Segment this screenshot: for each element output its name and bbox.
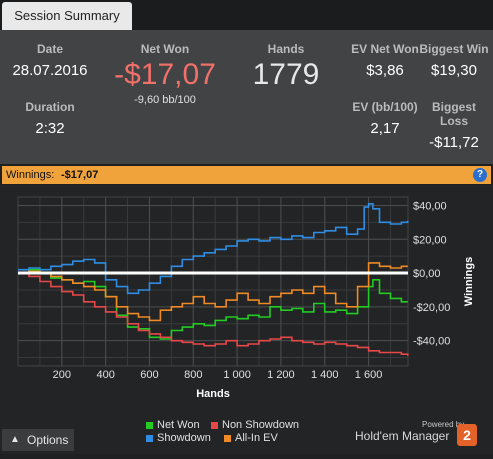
biggest-loss-stat: Biggest Loss -$11,72 (418, 100, 490, 151)
x-tick-label: 1 400 (311, 369, 339, 381)
ev-net-won-stat: EV Net Won $3,86 (350, 42, 420, 79)
y-axis-title: Winnings (463, 257, 475, 306)
winnings-label: Winnings: (6, 169, 55, 181)
legend-swatch-net-won (146, 421, 153, 429)
legend-label-non-showdown: Non Showdown (222, 419, 300, 431)
biggest-loss-label: Biggest Loss (431, 100, 476, 128)
tab-bar: Session Summary (0, 0, 493, 30)
date-label: Date (36, 42, 63, 56)
legend-item-non-showdown: Non Showdown (211, 419, 299, 431)
x-tick-label: 200 (53, 369, 71, 381)
biggest-loss-value: -$11,72 (429, 134, 479, 151)
winnings-value: -$17,07 (61, 169, 99, 181)
legend-label-net-won: Net Won (157, 419, 200, 431)
hands-value: 1779 (252, 58, 320, 91)
help-icon[interactable]: ? (473, 168, 487, 182)
series-line-all-in-ev (18, 262, 408, 322)
legend-swatch-showdown (146, 434, 153, 442)
tab-session-summary[interactable]: Session Summary (2, 2, 132, 30)
x-tick-label: 600 (140, 369, 158, 381)
y-tick-label: -$20,00 (413, 302, 450, 314)
series-line-net-won (18, 268, 408, 340)
ev-net-won-value: $3,86 (366, 62, 404, 79)
ev-bb100-stat: EV (bb/100) 2,17 (350, 100, 420, 137)
legend-swatch-all-in-ev (224, 434, 231, 442)
x-axis-title: Hands (196, 388, 230, 400)
session-summary-panel: Date 28.07.2016 Net Won -$17,07 -9,60 bb… (0, 30, 493, 164)
x-tick-label: 800 (184, 369, 202, 381)
holdem-manager-logo: 2 (457, 424, 477, 446)
winnings-chart: 200 400 600 800 1 000 1 200 1 400 1 600 $40,00 $2… (0, 185, 493, 454)
biggest-win-stat: Biggest Win $19,30 (418, 42, 490, 79)
series-line-non-showdown (18, 272, 409, 356)
options-button[interactable]: ▲ Options (2, 429, 74, 451)
ev-bb100-value: 2,17 (370, 120, 400, 137)
net-won-value: -$17,07 (114, 58, 216, 91)
legend-item-net-won: Net Won (146, 419, 200, 431)
ev-net-won-label: EV Net Won (351, 42, 419, 56)
biggest-win-label: Biggest Win (419, 42, 489, 56)
winnings-chart-svg: 200 400 600 800 1 000 1 200 1 400 1 600 $40,00 $2… (17, 196, 475, 400)
winnings-bar: Winnings: -$17,07 ? (2, 166, 491, 184)
date-value: 28.07.2016 (12, 62, 88, 79)
net-won-label: Net Won (140, 42, 190, 56)
hands-label: Hands (267, 42, 305, 56)
duration-stat: Duration 2:32 (0, 100, 100, 137)
x-tick-label: 1 600 (355, 369, 383, 381)
chevron-up-icon: ▲ (10, 434, 20, 445)
legend-label-all-in-ev: All-In EV (235, 432, 278, 444)
powered-by-label: Powered by (422, 420, 465, 429)
duration-value: 2:32 (35, 120, 65, 137)
y-tick-label: $0,00 (413, 268, 441, 280)
net-won-bb100: -9,60 bb/100 (134, 94, 196, 106)
holdem-manager-name: Hold'em Manager (355, 429, 450, 443)
net-won-stat: Net Won -$17,07 -9,60 bb/100 (100, 42, 230, 106)
x-tick-label: 400 (96, 369, 114, 381)
x-tick-label: 1 000 (223, 369, 251, 381)
y-tick-label: $20,00 (413, 234, 447, 246)
legend-swatch-non-showdown (211, 421, 218, 429)
series-line-showdown (18, 203, 409, 295)
x-tick-label: 1 200 (267, 369, 295, 381)
legend-label-showdown: Showdown (157, 432, 211, 444)
biggest-win-value: $19,30 (431, 62, 477, 79)
options-label: Options (27, 433, 69, 447)
legend-item-showdown: Showdown (146, 432, 211, 444)
date-stat: Date 28.07.2016 (0, 42, 100, 79)
y-tick-label: $40,00 (413, 200, 447, 212)
hands-stat: Hands 1779 (236, 42, 336, 92)
ev-bb100-label: EV (bb/100) (352, 100, 418, 114)
duration-label: Duration (25, 100, 75, 114)
y-tick-label: -$40,00 (413, 336, 450, 348)
legend-item-all-in-ev: All-In EV (224, 432, 278, 444)
